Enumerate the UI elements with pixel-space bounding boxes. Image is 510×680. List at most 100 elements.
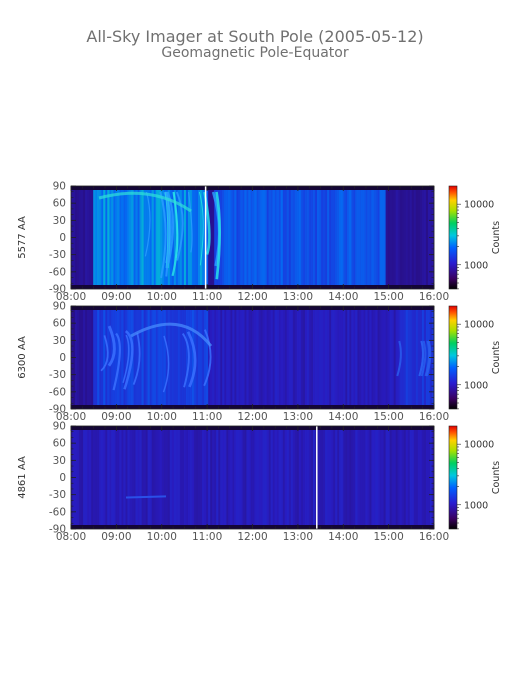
x-tick-label: 14:00: [328, 531, 358, 543]
heatmap-column: [337, 189, 340, 286]
heatmap-column: [385, 429, 388, 526]
x-tick-label: 15:00: [373, 411, 403, 423]
x-tick-label: 10:00: [147, 291, 177, 303]
heatmap-column: [177, 309, 181, 406]
heatmap-column: [280, 189, 284, 286]
heatmap-column: [105, 429, 108, 526]
heatmap-column: [103, 309, 106, 406]
heatmap-column: [425, 189, 429, 286]
aurora-arc: [186, 331, 197, 388]
colorbar-frame: [448, 425, 458, 530]
aurora-arc: [144, 191, 151, 257]
heatmap-column: [399, 189, 403, 286]
heatmap-column: [347, 309, 350, 406]
heatmap-column: [266, 189, 269, 286]
y-tick-label: 30: [53, 455, 66, 467]
heatmap-column: [333, 309, 336, 406]
heatmap-column: [387, 189, 390, 286]
aurora-arc: [125, 495, 167, 499]
heatmap-column: [361, 309, 364, 406]
heatmap-column: [208, 309, 211, 406]
heatmap-column: [252, 189, 255, 286]
heatmap-column: [220, 189, 223, 286]
heatmap-column: [91, 189, 94, 286]
heatmap-column: [302, 309, 306, 406]
heatmap-column: [347, 429, 350, 526]
heatmap-column: [321, 189, 324, 286]
heatmap-column: [165, 309, 169, 406]
colorbar-tick-label: 10000: [464, 320, 494, 331]
heatmap-column: [367, 429, 370, 526]
heatmap-column: [405, 189, 409, 286]
heatmap-column: [363, 429, 366, 526]
heatmap-column: [290, 189, 294, 286]
aurora-arc: [175, 191, 184, 261]
x-tick-label: 12:00: [237, 411, 267, 423]
heatmap-column: [280, 309, 284, 406]
heatmap-column: [97, 309, 100, 406]
y-tick-label: 60: [53, 318, 66, 330]
heatmap-column: [365, 309, 368, 406]
heatmap-column: [244, 429, 247, 526]
heatmap-column: [413, 429, 417, 526]
heatmap-column: [129, 189, 132, 286]
heatmap-column: [167, 429, 171, 526]
heatmap-column: [97, 189, 100, 286]
heatmap-column: [375, 309, 378, 406]
y-tick-label: -30: [49, 369, 66, 381]
heatmap-column: [256, 309, 259, 406]
heatmap-column: [232, 189, 235, 286]
heatmap-column: [329, 429, 332, 526]
heatmap-column: [79, 309, 82, 406]
heatmap-column: [125, 309, 128, 406]
heatmap-column: [335, 309, 338, 406]
heatmap-column: [198, 189, 201, 286]
heatmap-column: [345, 429, 348, 526]
heatmap-column: [381, 189, 384, 286]
heatmap-column: [323, 189, 326, 286]
heatmap-column: [77, 189, 80, 286]
heatmap-column: [256, 429, 259, 526]
x-tick-label: 16:00: [419, 531, 449, 543]
heatmap-column: [216, 429, 219, 526]
heatmap-column: [101, 429, 104, 526]
heatmap-column: [377, 309, 380, 406]
heatmap-column: [393, 429, 396, 526]
aurora-arc: [112, 332, 121, 391]
heatmap-column: [290, 429, 294, 526]
heatmap-column: [317, 429, 320, 526]
heatmap-column: [111, 429, 114, 526]
heatmap-column: [369, 189, 372, 286]
heatmap-column: [310, 189, 314, 286]
heatmap-column: [93, 309, 96, 406]
heatmap-column: [349, 189, 352, 286]
heatmap-column: [171, 309, 175, 406]
heatmap-column: [403, 189, 407, 286]
figure-subtitle: Geomagnetic Pole-Equator: [161, 45, 348, 61]
heatmap-column: [135, 429, 138, 526]
heatmap-column: [280, 429, 284, 526]
heatmap-column: [341, 429, 344, 526]
heatmap-column: [296, 189, 300, 286]
colorbar-label: Counts: [491, 221, 502, 254]
heatmap-column: [121, 429, 124, 526]
heatmap-column: [337, 429, 340, 526]
heatmap-column: [252, 309, 255, 406]
colorbar-frame: [448, 305, 458, 410]
heatmap-column: [353, 429, 356, 526]
heatmap-column: [101, 189, 104, 286]
aurora-arc: [424, 340, 431, 377]
heatmap-column: [135, 309, 138, 406]
heatmap-column: [409, 429, 413, 526]
heatmap-column: [212, 309, 215, 406]
heatmap-column: [401, 309, 405, 406]
heatmap-column: [198, 429, 201, 526]
y-tick-label: 60: [53, 198, 66, 210]
heatmap-column: [397, 309, 401, 406]
heatmap-column: [300, 429, 304, 526]
heatmap-column: [101, 309, 104, 406]
colorbar-tick-label: 1000: [464, 380, 488, 391]
heatmap-column: [319, 189, 322, 286]
